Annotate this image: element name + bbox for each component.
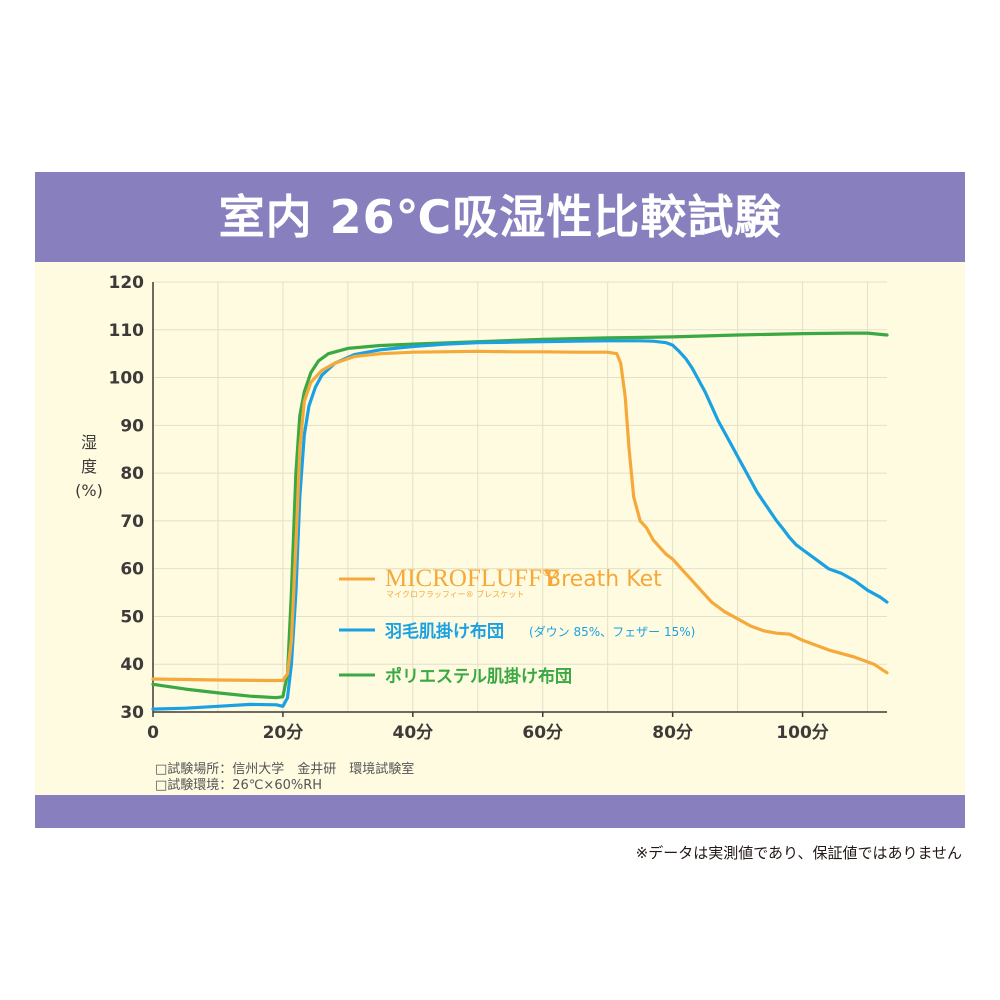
grid-lines [153,281,887,713]
chart-title: 室内 26℃吸湿性比較試験 [218,190,782,244]
series-line-polyester-quilt [151,331,889,700]
y-axis-label-part: 度 [81,457,97,476]
test-location-note: □試験場所：信州大学 金井研 環境試験室 [155,762,415,777]
title-band: 室内 26℃吸湿性比較試験 [35,172,965,262]
chart-card: 室内 26℃吸湿性比較試験 30 40 50 60 70 80 90 100 110 120 0 2… [35,172,965,828]
test-notes: □試験場所：信州大学 金井研 環境試験室 □試験環境：26℃×60%RH [155,762,414,794]
y-tick-label: 80 [120,464,144,484]
y-tick-label: 70 [120,512,144,532]
humidity-chart: 30 40 50 60 70 80 90 100 110 120 0 20分 40分 60分 80分 100… [75,273,889,743]
legend-sublabel-down-ratio: (ダウン 85%、フェザー 15%) [529,624,695,639]
legend-label-down-quilt: 羽毛肌掛け布団 [385,621,504,642]
legend: MICROFLUFFY ® Breath Ket マイクロフラッフィー® ブレス… [339,565,695,687]
axes [152,282,887,717]
test-environment-note: □試験環境：26℃×60%RH [155,778,323,793]
y-tick-label: 110 [109,321,145,341]
legend-label-breath-ket: Breath Ket [546,567,662,592]
disclaimer-text: ※データは実測値であり、保証値ではありません [635,844,962,862]
y-tick-label: 60 [120,560,144,580]
series-line-down-quilt [151,339,889,711]
series-line-microfluffy [151,349,889,683]
y-tick-label: 40 [120,655,144,675]
x-tick-label: 0 [147,723,159,743]
legend-sublabel-katakana: マイクロフラッフィー® ブレスケット [386,589,524,599]
x-tick-label: 20分 [263,723,304,743]
y-tick-label: 120 [109,273,145,293]
series-lines [151,331,889,711]
y-tick-label: 50 [120,607,144,627]
legend-label-registered: ® [542,568,552,579]
x-tick-label: 80分 [652,723,693,743]
y-axis-label: 湿度 (%) [75,433,103,500]
y-tick-label: 90 [120,416,144,436]
bottom-band [35,795,965,828]
y-axis-label-part: (%) [75,481,103,500]
x-tick-label: 60分 [522,723,563,743]
x-tick-labels: 0 20分 40分 60分 80分 100分 [147,723,829,743]
y-tick-label: 100 [109,369,145,389]
y-axis-label-part: 湿 [81,433,97,452]
y-tick-labels: 30 40 50 60 70 80 90 100 110 120 [109,273,145,723]
x-tick-label: 40分 [392,723,433,743]
y-tick-label: 30 [120,703,144,723]
x-tick-label: 100分 [776,723,829,743]
legend-label-microfluffy: MICROFLUFFY [385,565,560,592]
legend-label-polyester-quilt: ポリエステル肌掛け布団 [385,666,572,687]
